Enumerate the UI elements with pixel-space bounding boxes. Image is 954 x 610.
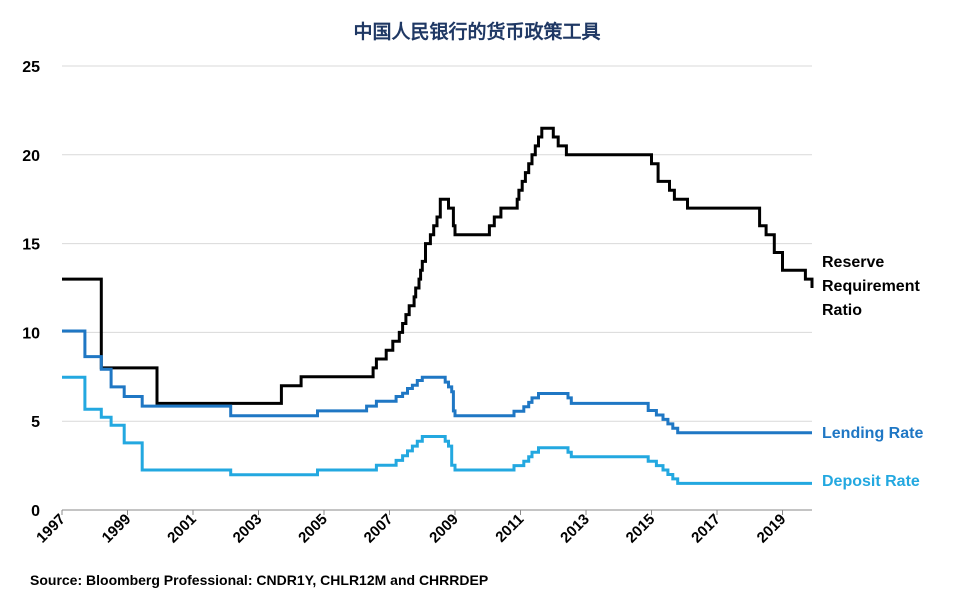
- series-label-0: Requirement: [822, 278, 920, 295]
- gridlines: [62, 65, 812, 422]
- x-tick-label: 2003: [230, 511, 266, 547]
- series-line-1: [62, 329, 812, 435]
- y-tick-label: 15: [22, 237, 40, 254]
- series-label-1: Lending Rate: [822, 425, 923, 442]
- x-tick-label: 2015: [623, 511, 659, 547]
- x-tick-label: 2007: [361, 511, 397, 547]
- x-tick-label: 2017: [688, 511, 724, 547]
- series-labels: Reserve Requirement Ratio Lending Rate Depos…: [822, 254, 923, 490]
- y-tick-label: 10: [22, 325, 40, 342]
- chart-title: 中国人民银行的货币政策工具: [353, 20, 600, 43]
- y-tick-label: 0: [31, 503, 40, 520]
- y-tick-label: 20: [22, 148, 40, 165]
- series-label-0: Reserve: [822, 254, 884, 271]
- series-line-0: [62, 126, 814, 405]
- x-tick-label: 1999: [99, 511, 135, 547]
- x-tick-label: 2011: [492, 511, 527, 546]
- x-tick-label: 2019: [754, 511, 790, 547]
- series-lines: [62, 126, 814, 485]
- series-line-2: [62, 375, 812, 485]
- x-tick-label: 2013: [557, 511, 593, 547]
- y-axis-ticks: 0 5 10 15 20 25: [22, 59, 40, 520]
- y-tick-label: 25: [22, 59, 40, 76]
- source-note: Source: Bloomberg Professional: CNDR1Y, …: [30, 572, 488, 588]
- series-label-2: Deposit Rate: [822, 473, 920, 490]
- x-tick-label: 2005: [295, 511, 331, 547]
- y-tick-label: 5: [31, 414, 40, 431]
- series-label-0: Ratio: [822, 302, 862, 319]
- x-axis-ticks: 1997 1999 2001 2003 2005 2007 2009 2011 2013 2015…: [33, 510, 789, 546]
- x-tick-label: 2001: [164, 511, 200, 547]
- x-tick-label: 2009: [426, 511, 462, 547]
